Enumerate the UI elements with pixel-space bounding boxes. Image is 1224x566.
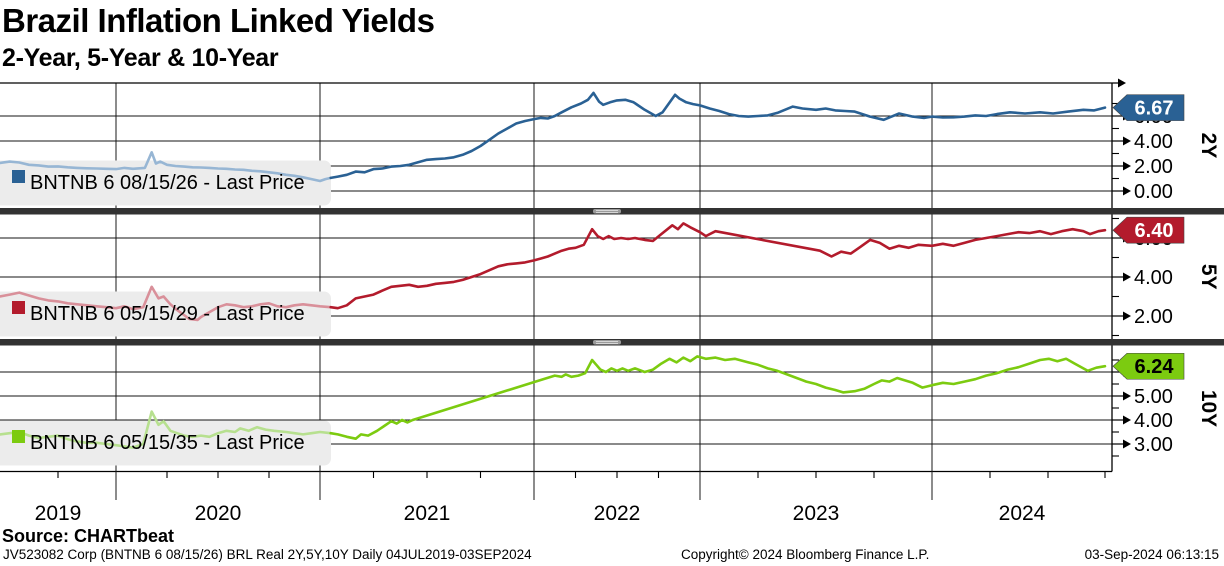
year-tick-label: 2021: [404, 502, 451, 525]
y-tick-label: 4.00: [1134, 267, 1173, 289]
last-price-badge: 6.67: [1112, 94, 1185, 121]
last-price-badge: 6.40: [1112, 216, 1185, 244]
last-price-badge: 6.24: [1112, 352, 1185, 380]
panel-10y: BNTNB 6 05/15/35 - Last Price 3.004.005.0…: [0, 345, 1220, 472]
separator-drag-handle[interactable]: [593, 209, 621, 214]
legend-item[interactable]: BNTNB 6 05/15/35 - Last Price: [12, 430, 305, 454]
page-title: Brazil Inflation Linked Yields: [2, 2, 435, 39]
y-tick-arrow-icon: [1123, 391, 1131, 401]
legend-band: [0, 291, 331, 337]
y-tick-arrow-icon: [1123, 272, 1131, 282]
y-tick-label: 4.00: [1134, 410, 1173, 432]
legend-swatch-icon: [12, 170, 25, 183]
year-tick-label: 2019: [35, 502, 82, 525]
y-tick-label: 0.00: [1134, 181, 1173, 203]
y-tick-label: 2.00: [1134, 156, 1173, 178]
legend-swatch-icon: [12, 301, 25, 314]
year-tick-label: 2023: [793, 502, 840, 525]
panel-2y: BNTNB 6 08/15/26 - Last Price 0.00 2.00 4.0…: [0, 78, 1220, 208]
series-line-faded: [0, 285, 333, 322]
legend-label: BNTNB 6 05/15/35 - Last Price: [30, 432, 305, 454]
y-tick-arrow-icon: [1123, 136, 1131, 146]
footer-timestamp: 03-Sep-2024 06:13:15: [1084, 547, 1219, 562]
series-line: [329, 91, 1107, 180]
y-tick-arrow-icon: [1123, 161, 1131, 171]
panel-5y: BNTNB 6 05/15/29 - Last Price2.004.006.0…: [0, 214, 1220, 339]
badge-shape: [1112, 216, 1185, 244]
legend-band: [0, 160, 331, 206]
series-line-faded: [0, 151, 333, 183]
footer-copyright: Copyright© 2024 Bloomberg Finance L.P.: [681, 547, 930, 562]
panel-side-label: 2Y: [1197, 133, 1220, 159]
legend-item[interactable]: BNTNB 6 08/15/26 - Last Price: [12, 170, 305, 194]
legend-label: BNTNB 6 08/15/26 - Last Price: [30, 172, 305, 194]
series-line: [329, 355, 1107, 441]
panel-side-label: 10Y: [1197, 390, 1220, 427]
year-tick-label: 2024: [999, 502, 1046, 525]
y-tick-label: 5.00: [1134, 386, 1173, 408]
year-tick-label: 2022: [594, 502, 641, 525]
footer-security-info: JV523082 Corp (BNTNB 6 08/15/26) BRL Rea…: [3, 547, 532, 562]
badge-shape: [1112, 352, 1185, 380]
panel-side-label: 5Y: [1197, 264, 1220, 290]
y-tick-label: 3.00: [1134, 434, 1173, 456]
badge-shape: [1112, 94, 1185, 121]
year-tick-label: 2020: [195, 502, 242, 525]
legend-item[interactable]: BNTNB 6 05/15/29 - Last Price: [12, 301, 305, 325]
y-tick-arrow-icon: [1123, 186, 1131, 196]
source-line: Source: CHARTbeat: [2, 526, 175, 546]
separator-drag-handle[interactable]: [593, 340, 621, 345]
badge-value: 6.40: [1135, 220, 1174, 242]
series-line-faded: [0, 410, 333, 449]
y-tick-arrow-icon: [1123, 415, 1131, 425]
legend-label: BNTNB 6 05/15/29 - Last Price: [30, 303, 305, 325]
y-tick-label: 2.00: [1134, 306, 1173, 328]
y-tick-arrow-icon: [1123, 311, 1131, 321]
badge-value: 6.24: [1135, 356, 1175, 378]
badge-value: 6.67: [1135, 98, 1174, 120]
axis-arrow-icon: [1118, 78, 1126, 88]
series-line: [329, 222, 1107, 310]
y-tick-arrow-icon: [1123, 439, 1131, 449]
legend-swatch-icon: [12, 430, 25, 443]
y-tick-label: 4.00: [1134, 131, 1173, 153]
page-subtitle: 2-Year, 5-Year & 10-Year: [2, 44, 279, 72]
